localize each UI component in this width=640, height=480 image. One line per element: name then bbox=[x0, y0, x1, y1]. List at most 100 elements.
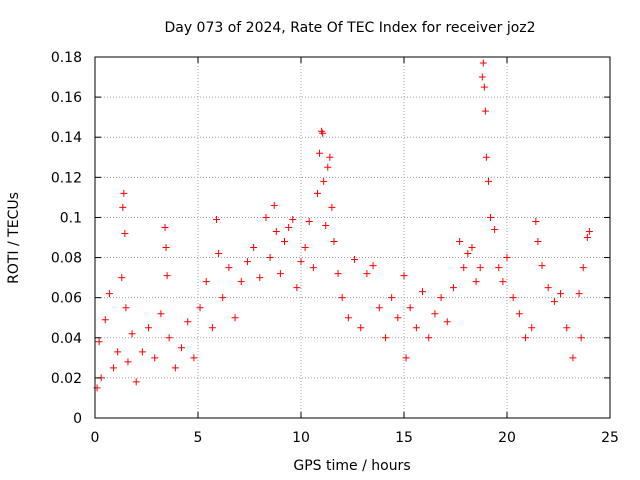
data-point bbox=[532, 217, 540, 225]
data-point bbox=[479, 59, 487, 67]
data-point bbox=[231, 314, 239, 322]
y-tick-labels: 0 0.02 0.04 0.06 0.08 0.1 0.12 0.14 0.16 0.18 bbox=[51, 50, 82, 427]
data-point bbox=[357, 324, 365, 332]
data-point bbox=[534, 238, 542, 246]
data-point bbox=[256, 274, 264, 282]
data-point bbox=[161, 223, 169, 231]
x-tick-label: 10 bbox=[292, 430, 310, 446]
data-point bbox=[544, 284, 552, 292]
data-point bbox=[213, 215, 221, 223]
data-point bbox=[120, 189, 128, 197]
data-point bbox=[419, 288, 427, 296]
data-point bbox=[313, 189, 321, 197]
data-point bbox=[110, 364, 118, 372]
x-tick-label: 0 bbox=[91, 430, 100, 446]
data-point bbox=[402, 354, 410, 362]
data-point bbox=[208, 324, 216, 332]
data-point bbox=[237, 278, 245, 286]
data-point bbox=[375, 304, 383, 312]
data-point bbox=[122, 304, 130, 312]
data-point bbox=[184, 318, 192, 326]
y-tick-label: 0.14 bbox=[51, 130, 82, 146]
data-point bbox=[369, 262, 377, 270]
y-tick-label: 0.12 bbox=[51, 170, 82, 186]
data-point bbox=[105, 290, 113, 298]
data-point bbox=[400, 272, 408, 280]
data-point bbox=[281, 238, 289, 246]
data-point bbox=[225, 264, 233, 272]
x-tick-label: 5 bbox=[194, 430, 203, 446]
data-point bbox=[289, 215, 297, 223]
data-point bbox=[243, 258, 251, 266]
data-point bbox=[464, 250, 472, 258]
y-tick-label: 0.06 bbox=[51, 291, 82, 307]
data-point bbox=[472, 278, 480, 286]
data-point bbox=[460, 264, 468, 272]
grid bbox=[95, 57, 610, 418]
x-tick-labels: 0 5 10 15 20 25 bbox=[91, 430, 619, 446]
data-point bbox=[443, 318, 451, 326]
data-point bbox=[305, 217, 313, 225]
data-point bbox=[121, 229, 129, 237]
data-point bbox=[285, 223, 293, 231]
data-point bbox=[563, 324, 571, 332]
data-point bbox=[215, 250, 223, 258]
data-point bbox=[381, 334, 389, 342]
y-tick-label: 0 bbox=[73, 411, 82, 427]
data-point bbox=[515, 310, 523, 318]
data-point bbox=[157, 310, 165, 318]
data-point bbox=[449, 284, 457, 292]
data-point bbox=[503, 254, 511, 262]
y-tick-label: 0.1 bbox=[60, 210, 82, 226]
data-points bbox=[93, 59, 593, 392]
data-point bbox=[171, 364, 179, 372]
data-point bbox=[437, 294, 445, 302]
data-point bbox=[324, 163, 332, 171]
data-point bbox=[316, 149, 324, 157]
data-point bbox=[326, 153, 334, 161]
data-point bbox=[338, 294, 346, 302]
chart-title: Day 073 of 2024, Rate Of TEC Index for r… bbox=[164, 20, 535, 36]
data-point bbox=[322, 221, 330, 229]
data-point bbox=[583, 234, 591, 241]
data-point bbox=[579, 264, 587, 272]
data-point bbox=[351, 256, 359, 264]
data-point bbox=[163, 272, 171, 280]
data-point bbox=[262, 213, 270, 221]
data-point bbox=[165, 334, 173, 342]
data-point bbox=[557, 290, 565, 298]
data-point bbox=[569, 354, 577, 362]
data-point bbox=[128, 330, 136, 338]
data-point bbox=[431, 310, 439, 318]
data-point bbox=[522, 334, 530, 342]
data-point bbox=[538, 262, 546, 270]
y-tick-label: 0.18 bbox=[51, 50, 82, 66]
x-tick-label: 20 bbox=[498, 430, 516, 446]
data-point bbox=[480, 83, 488, 91]
data-point bbox=[481, 107, 489, 115]
data-point bbox=[250, 244, 258, 252]
y-tick-label: 0.16 bbox=[51, 90, 82, 106]
data-point bbox=[319, 129, 327, 137]
data-point bbox=[301, 244, 309, 252]
axis-ticks bbox=[94, 56, 611, 419]
data-point bbox=[196, 304, 204, 312]
data-point bbox=[509, 294, 517, 302]
data-point bbox=[162, 244, 170, 252]
data-point bbox=[320, 177, 328, 185]
data-point bbox=[145, 324, 153, 332]
data-point bbox=[178, 344, 186, 352]
data-point bbox=[270, 201, 278, 209]
data-point bbox=[202, 278, 210, 286]
data-point bbox=[328, 203, 336, 211]
data-point bbox=[487, 213, 495, 221]
data-point bbox=[468, 244, 476, 252]
data-point bbox=[330, 238, 338, 246]
y-tick-label: 0.02 bbox=[51, 371, 82, 387]
x-tick-label: 15 bbox=[395, 430, 413, 446]
data-point bbox=[190, 354, 198, 362]
data-point bbox=[495, 264, 503, 272]
data-point bbox=[575, 290, 583, 298]
data-point bbox=[344, 314, 352, 322]
